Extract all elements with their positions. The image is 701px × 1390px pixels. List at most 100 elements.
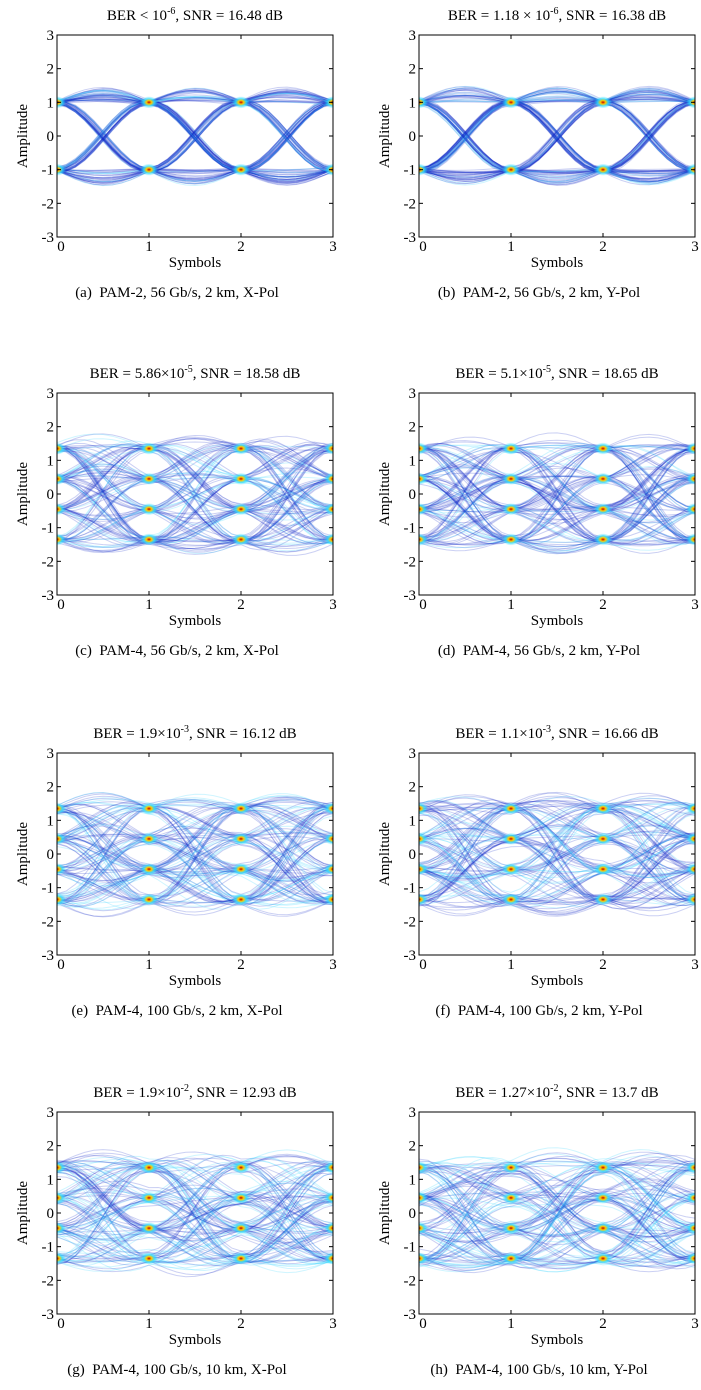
- eye-trace: [57, 446, 333, 541]
- eye-trace: [419, 452, 695, 540]
- eye-trace: [57, 481, 333, 543]
- eye-trace: [419, 1166, 695, 1238]
- x-tick-label: 0: [57, 1316, 65, 1332]
- eye-trace: [419, 101, 695, 172]
- eye-trace: [419, 804, 695, 902]
- eye-trace: [57, 812, 333, 906]
- eye-trace: [57, 809, 333, 907]
- eye-trace: [57, 807, 333, 878]
- level-spot: [324, 1222, 333, 1235]
- eye-trace: [57, 439, 333, 548]
- chart-title: BER = 1.1×10-3, SNR = 16.66 dB: [455, 724, 658, 742]
- eye-trace: [57, 803, 333, 903]
- y-tick-label: 3: [47, 746, 55, 762]
- eye-trace: [419, 803, 695, 844]
- eye-trace: [57, 101, 333, 174]
- eye-trace: [57, 94, 333, 105]
- eye-trace: [57, 1194, 333, 1264]
- eye-trace: [419, 446, 695, 544]
- eye-trace: [57, 478, 333, 544]
- eye-trace: [419, 1223, 695, 1264]
- eye-trace: [419, 436, 695, 513]
- eye-trace: [419, 91, 695, 174]
- eye-trace: [57, 478, 333, 544]
- eye-trace: [419, 481, 695, 542]
- eye-trace: [419, 447, 695, 546]
- eye-trace: [419, 809, 695, 910]
- eye-trace: [57, 1156, 333, 1262]
- y-tick-label: 3: [409, 746, 417, 762]
- eye-trace: [419, 442, 695, 512]
- eye-trace: [419, 446, 695, 549]
- eye-trace: [57, 1152, 333, 1256]
- eye-trace: [419, 475, 695, 542]
- eye-trace: [419, 831, 695, 896]
- eye-trace: [57, 90, 333, 171]
- eye-trace: [57, 99, 333, 170]
- eye-trace: [419, 1199, 695, 1259]
- y-tick-label: 0: [409, 487, 417, 503]
- level-spot: [232, 503, 250, 516]
- level-spot: [686, 863, 695, 876]
- eye-trace: [419, 1197, 695, 1259]
- level-spot: [419, 163, 428, 176]
- eye-trace: [57, 808, 333, 910]
- eye-trace: [57, 100, 333, 181]
- eye-trace: [419, 450, 695, 539]
- eye-trace: [57, 534, 333, 548]
- eye-trace: [57, 102, 333, 178]
- eye-trace: [419, 101, 695, 171]
- eye-trace: [419, 447, 695, 544]
- eye-trace: [419, 444, 695, 480]
- eye-trace: [57, 100, 333, 182]
- eye-trace: [57, 1195, 333, 1263]
- eye-trace: [419, 451, 695, 524]
- eye-trace: [419, 101, 695, 184]
- eye-trace: [57, 1162, 333, 1224]
- eye-trace: [57, 90, 333, 171]
- level-spot: [57, 802, 66, 815]
- eye-trace: [57, 1165, 333, 1262]
- eye-trace: [419, 809, 695, 906]
- eye-trace: [419, 446, 695, 482]
- eye-trace: [57, 508, 333, 542]
- eye-trace: [419, 1169, 695, 1268]
- eye-trace: [57, 477, 333, 542]
- eye-trace: [57, 445, 333, 510]
- level-spot: [57, 163, 66, 176]
- eye-trace: [57, 1234, 333, 1255]
- eye-trace: [419, 96, 695, 171]
- eye-trace: [419, 1152, 695, 1256]
- eye-trace: [57, 97, 333, 172]
- eye-trace: [57, 869, 333, 909]
- eye-trace: [419, 1197, 695, 1259]
- eye-trace: [419, 446, 695, 509]
- eye-trace: [57, 92, 333, 182]
- eye-trace: [419, 507, 695, 553]
- level-spot: [594, 1161, 612, 1174]
- eye-trace: [57, 865, 333, 899]
- caption: (e) PAM-4, 100 Gb/s, 2 km, X-Pol: [71, 1003, 282, 1019]
- eye-trace: [419, 479, 695, 545]
- eye-trace: [419, 808, 695, 901]
- eye-trace: [57, 1202, 333, 1270]
- eye-trace: [57, 1225, 333, 1264]
- level-spot: [57, 1161, 66, 1174]
- eye-trace: [419, 1170, 695, 1238]
- eye-trace: [419, 1170, 695, 1266]
- eye-trace: [57, 89, 333, 105]
- eye-trace: [419, 801, 695, 873]
- eye-trace: [57, 794, 333, 901]
- title-part: -6: [167, 6, 175, 17]
- eye-trace: [57, 99, 333, 183]
- eye-trace: [419, 840, 695, 910]
- eye-trace: [419, 95, 695, 173]
- eye-trace: [57, 475, 333, 556]
- y-tick-label: 3: [409, 28, 417, 44]
- eye-trace: [419, 1221, 695, 1265]
- eye-trace: [57, 449, 333, 548]
- eye-trace: [419, 801, 695, 902]
- eye-trace: [57, 832, 333, 904]
- eye-trace: [419, 87, 695, 104]
- eye-trace: [419, 831, 695, 905]
